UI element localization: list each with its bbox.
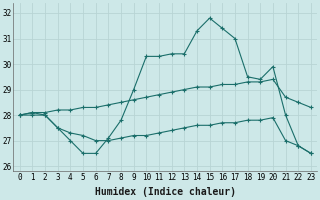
X-axis label: Humidex (Indice chaleur): Humidex (Indice chaleur) bbox=[95, 187, 236, 197]
